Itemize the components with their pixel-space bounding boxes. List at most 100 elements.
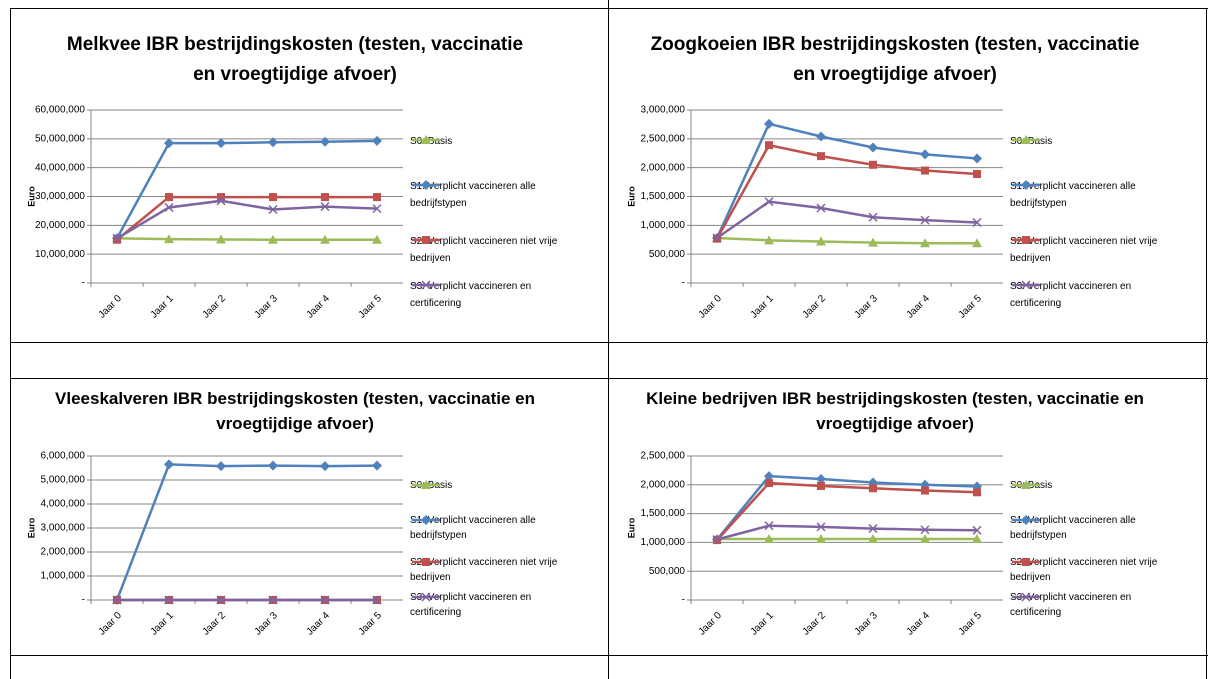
marker xyxy=(921,486,929,495)
marker xyxy=(868,533,878,543)
marker xyxy=(765,141,773,150)
x-tick-label: Jaar 4 xyxy=(305,293,333,321)
y-tick-label: 1,000,000 xyxy=(641,537,686,548)
series-line xyxy=(716,481,978,541)
y-tick-label: 1,000,000 xyxy=(41,571,86,582)
marker xyxy=(320,234,330,244)
marker xyxy=(216,595,226,605)
marker xyxy=(712,233,722,243)
marker xyxy=(268,234,278,244)
legend-swatch xyxy=(1012,135,1040,144)
marker xyxy=(320,202,330,212)
x-tick-label: Jaar 2 xyxy=(801,293,829,321)
marker xyxy=(216,234,226,244)
legend-swatch xyxy=(412,592,440,602)
marker xyxy=(920,215,930,225)
marker xyxy=(920,238,930,248)
legend-label: S3: Verplicht vaccineren en certificerin… xyxy=(1010,281,1132,309)
legend-item: S2: Verplicht vaccineren niet vrije bedr… xyxy=(1010,233,1165,267)
marker xyxy=(764,235,774,245)
y-tick-label: 2,000,000 xyxy=(641,162,686,173)
legend-label: S1: Verplicht vaccineren alle bedrijfsty… xyxy=(410,181,536,209)
marker xyxy=(1021,515,1031,525)
legend-label: S0: Basis xyxy=(1010,136,1053,147)
y-tick-label: 20,000,000 xyxy=(35,220,85,231)
marker xyxy=(973,170,981,179)
x-tick-label: Jaar 5 xyxy=(957,293,985,321)
chart-title: Melkvee IBR bestrijdingskosten (testen, … xyxy=(66,34,524,85)
y-axis-label: Euro xyxy=(26,517,36,538)
table-border xyxy=(10,378,1208,379)
marker xyxy=(421,180,431,190)
marker xyxy=(868,237,878,247)
legend-item: S1: Verplicht vaccineren alle bedrijfsty… xyxy=(410,513,565,543)
x-tick-label: Jaar 0 xyxy=(97,610,125,638)
series-line xyxy=(116,237,377,241)
chart-title: Vleeskalveren IBR bestrijdingskosten (te… xyxy=(55,389,535,433)
legend-swatch xyxy=(1012,236,1040,244)
y-tick-label: 30,000,000 xyxy=(35,191,85,202)
marker xyxy=(421,592,431,602)
y-tick-label: 10,000,000 xyxy=(35,249,85,260)
legend-swatch xyxy=(412,480,440,489)
marker xyxy=(816,131,826,142)
legend-item: S3: Verplicht vaccineren en certificerin… xyxy=(1010,590,1165,620)
x-tick-label: Jaar 0 xyxy=(97,293,125,321)
marker xyxy=(972,525,982,535)
y-tick-label: 2,000,000 xyxy=(41,547,86,558)
table-border xyxy=(608,0,609,679)
marker xyxy=(422,236,430,244)
marker xyxy=(764,197,774,207)
marker xyxy=(113,235,121,244)
legend-label: S1: Verplicht vaccineren alle bedrijfsty… xyxy=(1010,515,1136,541)
x-tick-label: Jaar 3 xyxy=(253,610,281,638)
legend-item: S3: Verplicht vaccineren en certificerin… xyxy=(1010,278,1165,312)
legend-item: S3: Verplicht vaccineren en certificerin… xyxy=(410,590,565,620)
legend-label: S3: Verplicht vaccineren en certificerin… xyxy=(1010,592,1132,618)
marker xyxy=(216,196,226,206)
marker xyxy=(816,474,826,485)
x-tick-label: Jaar 0 xyxy=(697,293,725,321)
table-border xyxy=(1206,8,1207,679)
marker xyxy=(816,522,826,532)
y-tick-label: 2,500,000 xyxy=(641,133,686,144)
legend-item: S2: Verplicht vaccineren niet vrije bedr… xyxy=(410,555,565,585)
marker xyxy=(372,204,382,214)
x-tick-label: Jaar 3 xyxy=(253,293,281,321)
x-tick-label: Jaar 2 xyxy=(201,293,229,321)
legend-label: S1: Verplicht vaccineren alle bedrijfsty… xyxy=(410,515,536,541)
y-tick-label: 2,000,000 xyxy=(641,479,686,490)
marker xyxy=(868,212,878,222)
marker xyxy=(421,135,431,144)
marker xyxy=(112,233,122,243)
marker xyxy=(320,595,330,605)
marker xyxy=(320,461,330,472)
marker xyxy=(920,149,930,160)
marker xyxy=(868,142,878,153)
chart-title: Kleine bedrijven IBR bestrijdingskosten … xyxy=(646,389,1144,433)
table-border xyxy=(10,8,1208,9)
legend-label: S2: Verplicht vaccineren niet vrije bedr… xyxy=(1010,236,1158,264)
marker xyxy=(972,533,982,543)
marker xyxy=(164,595,174,605)
marker xyxy=(372,135,382,146)
legend-swatch xyxy=(412,135,440,144)
marker xyxy=(1022,236,1030,244)
y-tick-label: 50,000,000 xyxy=(35,133,85,144)
y-tick-label: 4,000,000 xyxy=(41,499,86,510)
x-tick-label: Jaar 4 xyxy=(905,293,933,321)
table-border xyxy=(10,655,1208,656)
marker xyxy=(268,137,278,148)
y-tick-label: 40,000,000 xyxy=(35,162,85,173)
marker xyxy=(1022,558,1030,566)
marker xyxy=(816,236,826,246)
marker xyxy=(164,459,174,470)
marker xyxy=(817,152,825,161)
marker xyxy=(268,460,278,471)
legend-swatch xyxy=(1012,558,1040,566)
legend-swatch xyxy=(1012,280,1040,290)
legend-swatch xyxy=(1012,592,1040,602)
marker xyxy=(421,480,431,489)
series-line xyxy=(715,122,978,239)
legend-item: S3: Verplicht vaccineren en certificerin… xyxy=(410,278,565,312)
